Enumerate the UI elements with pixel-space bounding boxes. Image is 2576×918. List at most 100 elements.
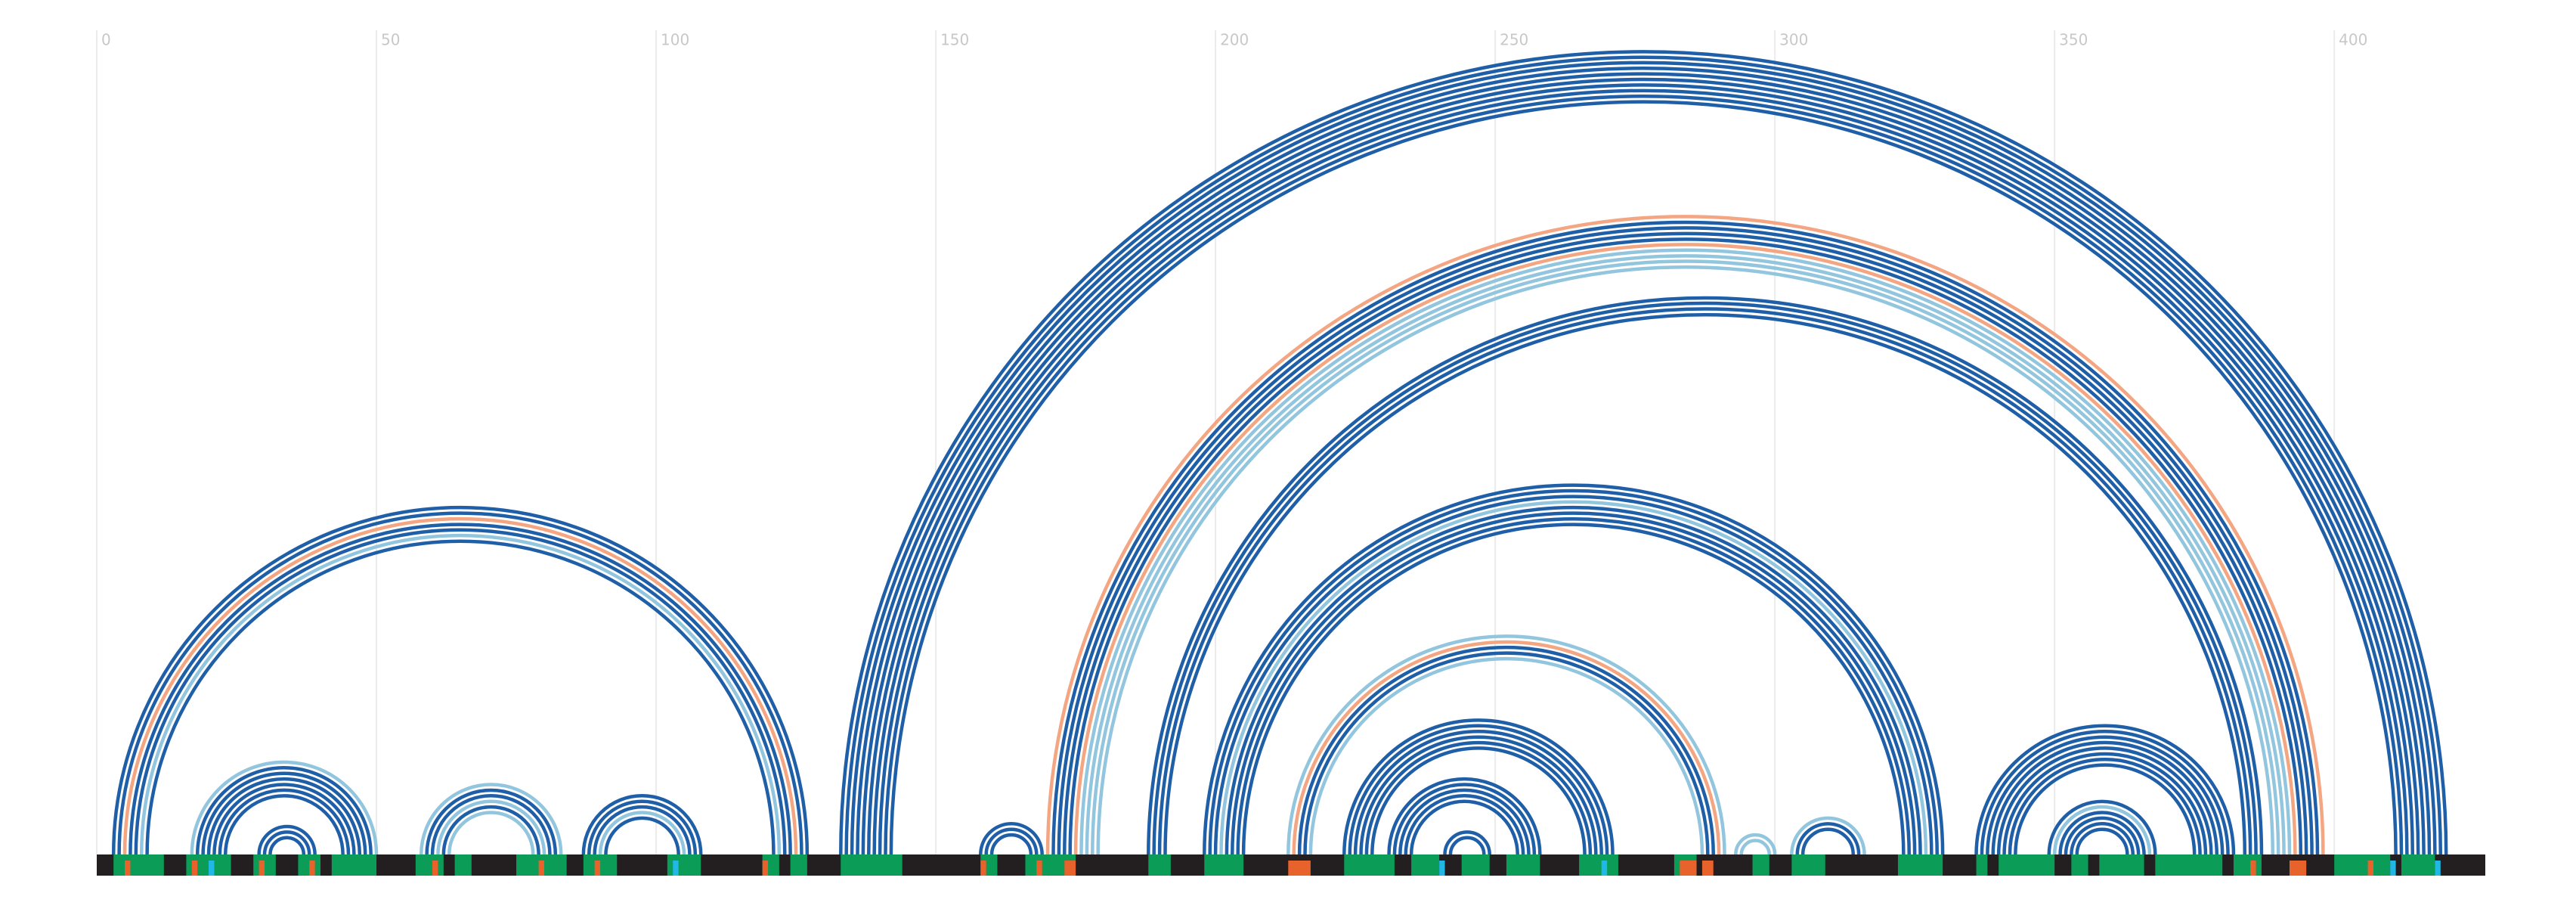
arc: [419, 783, 563, 855]
arc: [1091, 259, 2280, 855]
arc: [139, 533, 782, 855]
sequence-segment: [1701, 861, 1714, 876]
arc: [122, 516, 798, 855]
arc: [212, 783, 356, 855]
x-tick-label: 250: [1500, 31, 1528, 49]
arc: [2052, 805, 2152, 855]
arc: [1986, 735, 2225, 855]
arc: [218, 788, 351, 855]
sequence-segment: [1506, 854, 1540, 876]
sequence-segment: [790, 854, 807, 876]
sequence-segment: [1680, 861, 1697, 876]
sequence-segment: [1036, 861, 1042, 876]
sequence-segment: [673, 861, 679, 876]
x-tick-label: 400: [2339, 31, 2367, 49]
arc: [111, 506, 810, 855]
arc: [436, 799, 546, 855]
arc: [1448, 836, 1486, 855]
arc: [2002, 752, 2208, 855]
x-tick-label: 50: [381, 31, 400, 49]
arc: [1292, 640, 1721, 855]
arc: [195, 766, 373, 855]
arc: [1398, 788, 1531, 855]
arc: [1051, 220, 2320, 855]
arc: [2047, 799, 2157, 855]
arc: [872, 83, 2415, 855]
sequence-segment: [1344, 854, 1395, 876]
arc: [1096, 265, 2275, 855]
arc: [1991, 740, 2219, 855]
sequence-segment: [209, 861, 215, 876]
arc: [2070, 822, 2135, 855]
arc: [1980, 730, 2230, 855]
arc: [1404, 794, 1525, 855]
sequence-segment: [331, 854, 377, 876]
arc: [1348, 724, 1609, 855]
sequence-segment: [1204, 854, 1244, 876]
sequence-segment: [454, 854, 472, 876]
arc: [844, 55, 2443, 855]
sequence-segment: [1579, 854, 1618, 876]
arc: [262, 830, 311, 855]
sequence-segment: [2155, 854, 2223, 876]
arc: [1409, 799, 1519, 855]
arc: [190, 760, 379, 855]
x-tick-label: 300: [1779, 31, 1808, 49]
arc: [1163, 312, 2247, 855]
arc: [1734, 833, 1777, 855]
sequence-segment: [2435, 861, 2441, 876]
arc: [201, 771, 367, 855]
sequence-segment: [1601, 861, 1608, 876]
sequence-segment: [583, 854, 618, 876]
sequence-segment: [2233, 854, 2262, 876]
arc: [884, 94, 2404, 855]
arc: [128, 523, 792, 855]
arc: [1996, 746, 2213, 855]
arc: [1387, 777, 1542, 855]
sequence-segment: [762, 861, 769, 876]
arc: [587, 799, 698, 855]
sequence-segment: [1461, 854, 1490, 876]
sequence-segment: [309, 861, 315, 876]
sequence-segment: [432, 861, 438, 876]
arc: [206, 777, 362, 855]
arc: [598, 811, 686, 855]
arc: [1443, 830, 1491, 855]
sequence-segment: [1439, 861, 1445, 876]
arc: [1974, 724, 2236, 855]
sequence-segment: [2367, 861, 2373, 876]
sequence-segment: [2099, 854, 2144, 876]
arc: [1045, 215, 2325, 855]
arc: [1203, 484, 1945, 855]
arc: [850, 60, 2437, 855]
arc: [257, 824, 317, 855]
arc: [447, 811, 535, 855]
arc: [268, 836, 306, 855]
sequence-segment: [1791, 854, 1825, 876]
arc: [867, 77, 2420, 855]
x-tick-label: 350: [2059, 31, 2088, 49]
x-tick-label: 150: [940, 31, 969, 49]
arc: [1308, 657, 1704, 855]
sequence-segment: [2390, 861, 2396, 876]
arc: [1739, 839, 1771, 855]
sequence-segment: [2071, 854, 2088, 876]
x-tick-label: 200: [1220, 31, 1249, 49]
arc: [2075, 827, 2129, 855]
sequence-segment: [1288, 861, 1311, 876]
arc: [1286, 634, 1726, 855]
sequence-segment: [841, 854, 903, 876]
x-tick-label: 0: [101, 31, 111, 49]
arc: [223, 794, 345, 855]
arc: [1392, 783, 1537, 855]
arc: [1057, 225, 2314, 855]
sequence-segment: [2334, 854, 2391, 876]
sequence-segment: [667, 854, 701, 876]
arc: [984, 827, 1039, 855]
arc: [1800, 827, 1855, 855]
arc: [1208, 488, 1939, 855]
arc: [878, 88, 2409, 855]
sequence-segment: [980, 861, 986, 876]
sequence-segment: [125, 861, 131, 876]
